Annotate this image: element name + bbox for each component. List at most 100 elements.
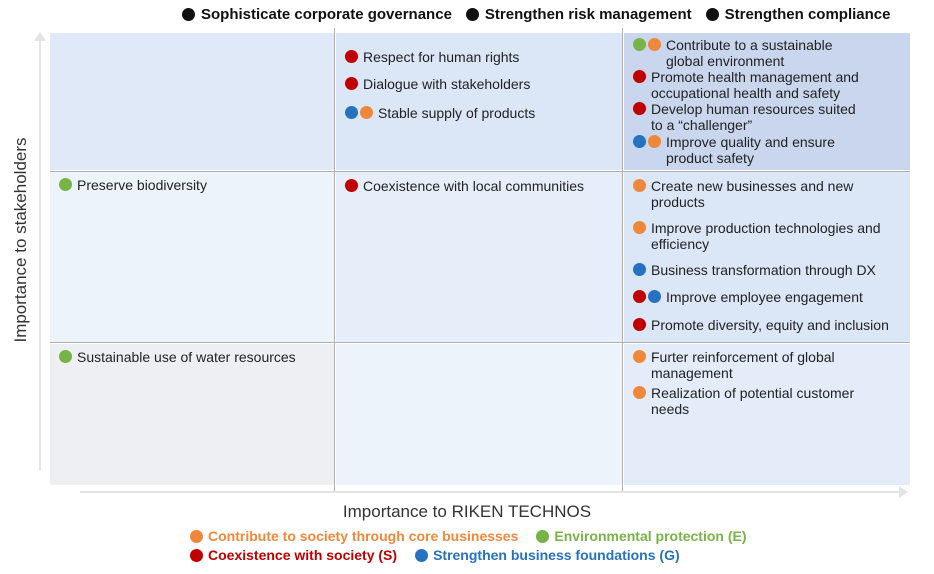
bottom-legend-label: Contribute to society through core busin…	[208, 528, 519, 544]
y-axis-arrow	[34, 32, 46, 470]
materiality-item: Dialogue with stakeholders	[345, 76, 530, 92]
materiality-item-label: Improve employee engagement	[666, 289, 863, 305]
category-dot-icon	[345, 50, 358, 63]
category-dot-icon	[633, 318, 646, 331]
top-legend: Sophisticate corporate governance Strengt…	[182, 6, 891, 23]
materiality-item-label: Coexistence with local communities	[363, 178, 584, 194]
category-dots	[633, 38, 661, 51]
legend-dot-icon	[182, 8, 195, 21]
bottom-legend-item: Environmental protection (E)	[536, 527, 747, 546]
materiality-item: Stable supply of products	[345, 105, 535, 121]
top-legend-label: Sophisticate corporate governance	[201, 6, 452, 23]
materiality-item-label: Realization of potential customer needs	[651, 385, 855, 417]
bottom-legend-label: Coexistence with society (S)	[208, 547, 398, 563]
materiality-item-label: Develop human resources suited to a “cha…	[651, 101, 856, 133]
matrix-cell-r1-c2: Create new businesses and new products Im…	[624, 172, 910, 342]
materiality-item-label: Promote diversity, equity and inclusion	[651, 317, 889, 333]
top-legend-item: Strengthen risk management	[465, 6, 692, 23]
materiality-item: Promote health management and occupation…	[633, 69, 859, 101]
category-dots	[633, 135, 661, 148]
materiality-item-label: Business transformation through DX	[651, 262, 876, 278]
materiality-item-label: Sustainable use of water resources	[77, 349, 296, 365]
category-dot-icon	[633, 179, 646, 192]
materiality-item-label: Stable supply of products	[378, 105, 536, 121]
category-dots	[633, 318, 646, 331]
category-dot-icon	[648, 290, 661, 303]
top-legend-item: Strengthen compliance	[705, 6, 891, 23]
category-dot-icon	[648, 38, 661, 51]
category-dot-icon	[633, 135, 646, 148]
category-dots	[59, 178, 72, 191]
matrix-cell-r2-c0: Sustainable use of water resources	[50, 344, 334, 485]
materiality-item: Respect for human rights	[345, 49, 519, 65]
category-dot-icon	[633, 70, 646, 83]
materiality-item: Develop human resources suited to a “cha…	[633, 101, 856, 133]
category-dots	[345, 50, 358, 63]
category-dot-icon	[633, 386, 646, 399]
category-dot-icon	[633, 263, 646, 276]
legend-dot-icon	[190, 530, 203, 543]
y-axis-label-box: Importance to stakeholders	[11, 120, 31, 360]
materiality-item: Promote diversity, equity and inclusion	[633, 317, 889, 333]
category-dot-icon	[345, 77, 358, 90]
materiality-item-label: Contribute to a sustainable global envir…	[666, 37, 833, 69]
materiality-item: Improve production technologies and effi…	[633, 220, 881, 252]
materiality-item: Create new businesses and new products	[633, 178, 853, 210]
materiality-matrix: Respect for human rights Dialogue with st…	[50, 33, 910, 486]
bottom-legend-label: Environmental protection (E)	[554, 528, 747, 544]
category-dots	[633, 263, 646, 276]
materiality-item-label: Furter reinforcement of global managemen…	[651, 349, 835, 381]
materiality-item: Business transformation through DX	[633, 262, 876, 278]
materiality-item-label: Preserve biodiversity	[77, 177, 207, 193]
category-dot-icon	[633, 350, 646, 363]
category-dot-icon	[59, 350, 72, 363]
matrix-cell-r0-c0	[50, 33, 334, 170]
category-dots	[633, 102, 646, 115]
category-dots	[59, 350, 72, 363]
category-dots	[633, 179, 646, 192]
matrix-cell-r2-c2: Furter reinforcement of global managemen…	[624, 344, 910, 485]
category-dots	[345, 77, 358, 90]
category-dot-icon	[633, 221, 646, 234]
legend-dot-icon	[415, 549, 429, 562]
materiality-item-label: Dialogue with stakeholders	[363, 76, 531, 92]
materiality-item: Furter reinforcement of global managemen…	[633, 349, 835, 381]
category-dot-icon	[648, 135, 661, 148]
category-dots	[345, 179, 358, 192]
materiality-item: Preserve biodiversity	[59, 177, 207, 193]
materiality-item: Contribute to a sustainable global envir…	[633, 37, 833, 69]
bottom-legend-item: Coexistence with society (S)	[190, 546, 397, 565]
category-dot-icon	[345, 106, 358, 119]
materiality-item: Sustainable use of water resources	[59, 349, 296, 365]
matrix-cell-r1-c0: Preserve biodiversity	[50, 172, 334, 342]
legend-dot-icon	[536, 530, 550, 543]
category-dots	[633, 221, 646, 234]
materiality-item: Realization of potential customer needs	[633, 385, 854, 417]
x-axis-label: Importance to RIKEN TECHNOS	[342, 502, 592, 521]
bottom-legend: Contribute to society through core busin…	[190, 527, 747, 565]
top-legend-label: Strengthen risk management	[484, 6, 692, 23]
bottom-legend-row: Contribute to society through core busin…	[190, 527, 747, 546]
category-dot-icon	[633, 290, 646, 303]
materiality-item: Coexistence with local communities	[345, 178, 584, 194]
category-dot-icon	[345, 179, 358, 192]
category-dot-icon	[59, 178, 72, 191]
category-dots	[633, 70, 646, 83]
top-legend-label: Strengthen compliance	[724, 6, 891, 23]
category-dots	[633, 290, 661, 303]
category-dot-icon	[360, 106, 373, 119]
materiality-item-label: Promote health management and occupation…	[651, 69, 859, 101]
category-dots	[633, 386, 646, 399]
matrix-cell-r0-c1: Respect for human rights Dialogue with st…	[336, 33, 622, 170]
grid-divider-vertical	[334, 28, 335, 493]
legend-dot-icon	[705, 8, 719, 21]
matrix-cell-r0-c2: Contribute to a sustainable global envir…	[624, 33, 910, 170]
category-dot-icon	[633, 102, 646, 115]
legend-dot-icon	[465, 8, 479, 21]
category-dot-icon	[633, 38, 646, 51]
materiality-item: Improve quality and ensure product safet…	[633, 134, 835, 166]
materiality-item-label: Improve production technologies and effi…	[651, 220, 881, 252]
y-axis-label: Importance to stakeholders	[11, 137, 30, 343]
legend-dot-icon	[190, 549, 203, 562]
top-legend-item: Sophisticate corporate governance	[182, 6, 452, 23]
